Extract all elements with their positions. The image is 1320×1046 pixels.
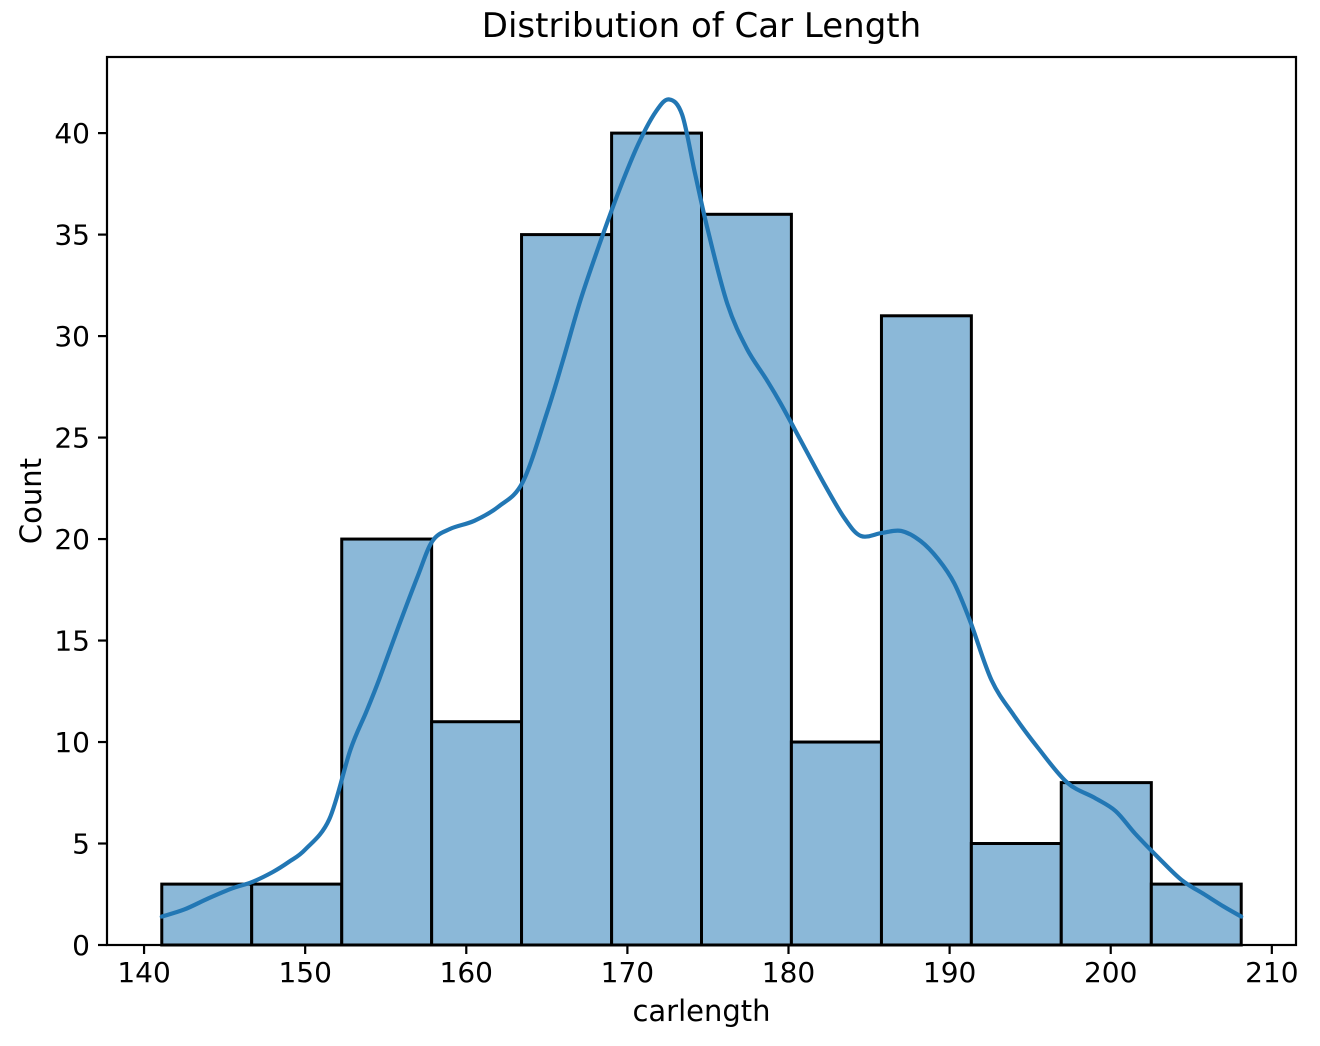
y-tick-label: 35 bbox=[54, 219, 90, 252]
histogram-bar bbox=[879, 314, 973, 947]
histogram-bar bbox=[250, 882, 344, 947]
histogram-bar bbox=[610, 131, 703, 947]
y-tick-label: 5 bbox=[72, 828, 90, 861]
x-tick-label: 160 bbox=[440, 956, 493, 989]
x-tick-label: 210 bbox=[1245, 956, 1298, 989]
y-tick-label: 40 bbox=[54, 117, 90, 150]
x-tick-label: 140 bbox=[117, 956, 170, 989]
histogram-bar bbox=[789, 740, 883, 947]
y-tick-label: 0 bbox=[72, 929, 90, 962]
x-tick-label: 190 bbox=[923, 956, 976, 989]
histogram-bar bbox=[969, 842, 1063, 947]
x-tick-label: 180 bbox=[762, 956, 815, 989]
histogram-bar bbox=[1059, 781, 1153, 947]
histogram-bar bbox=[1149, 882, 1243, 947]
x-tick-label: 170 bbox=[601, 956, 654, 989]
axes-spines bbox=[105, 55, 1298, 947]
chart-title: Distribution of Car Length bbox=[481, 6, 922, 46]
y-tick-label: 15 bbox=[54, 625, 90, 658]
histogram-bar bbox=[340, 537, 434, 947]
y-axis-label: Count bbox=[14, 457, 48, 545]
histogram-bar bbox=[430, 720, 524, 947]
y-tick-label: 20 bbox=[54, 523, 90, 556]
y-tick-label: 25 bbox=[54, 422, 90, 455]
histogram-bar bbox=[700, 212, 793, 947]
x-tick-label: 150 bbox=[278, 956, 331, 989]
kde-curve bbox=[159, 97, 1244, 919]
y-tick-label: 30 bbox=[54, 320, 90, 353]
x-axis-label: carlength bbox=[632, 994, 771, 1028]
y-tick-label: 10 bbox=[54, 726, 90, 759]
x-tick-label: 200 bbox=[1084, 956, 1137, 989]
